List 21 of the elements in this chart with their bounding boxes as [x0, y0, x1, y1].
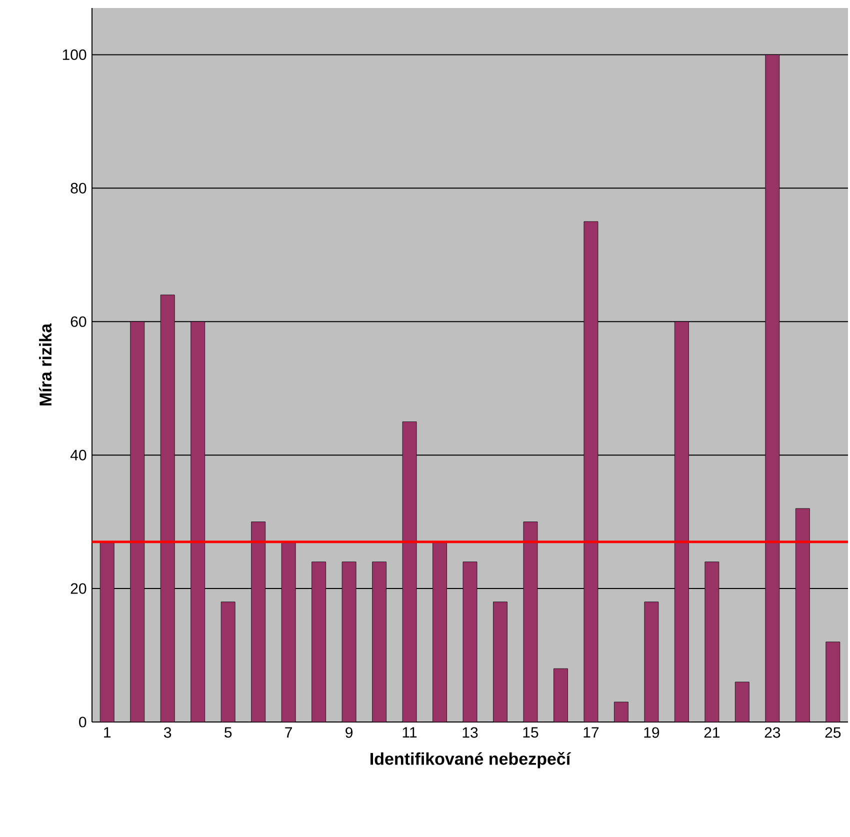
- x-tick-label: 13: [462, 727, 478, 738]
- x-tick-label: 9: [346, 727, 352, 738]
- x-tick-label: 1: [104, 727, 111, 738]
- x-tick-label: 11: [402, 727, 417, 738]
- x-tick-label: 3: [164, 727, 172, 738]
- x-axis-title: Identifikované nebezpečí: [370, 752, 572, 768]
- x-tick-label: 19: [644, 727, 660, 738]
- x-tick-label: 25: [825, 727, 841, 738]
- x-tick-label: 21: [704, 727, 720, 738]
- y-tick-label: 60: [70, 316, 86, 327]
- x-tick-label: 7: [285, 727, 292, 738]
- x-tick-label: 15: [523, 727, 538, 738]
- y-tick-label: 20: [70, 583, 86, 594]
- x-tick-label: 17: [584, 727, 599, 738]
- y-axis-title: Míra rizika: [38, 323, 52, 406]
- x-tick-label: 23: [764, 727, 780, 738]
- y-tick-label: 0: [79, 716, 86, 728]
- x-tick-label: 5: [224, 727, 232, 738]
- y-tick-label: 80: [70, 182, 86, 194]
- y-tick-label: 100: [62, 49, 86, 60]
- y-tick-label: 40: [70, 450, 86, 460]
